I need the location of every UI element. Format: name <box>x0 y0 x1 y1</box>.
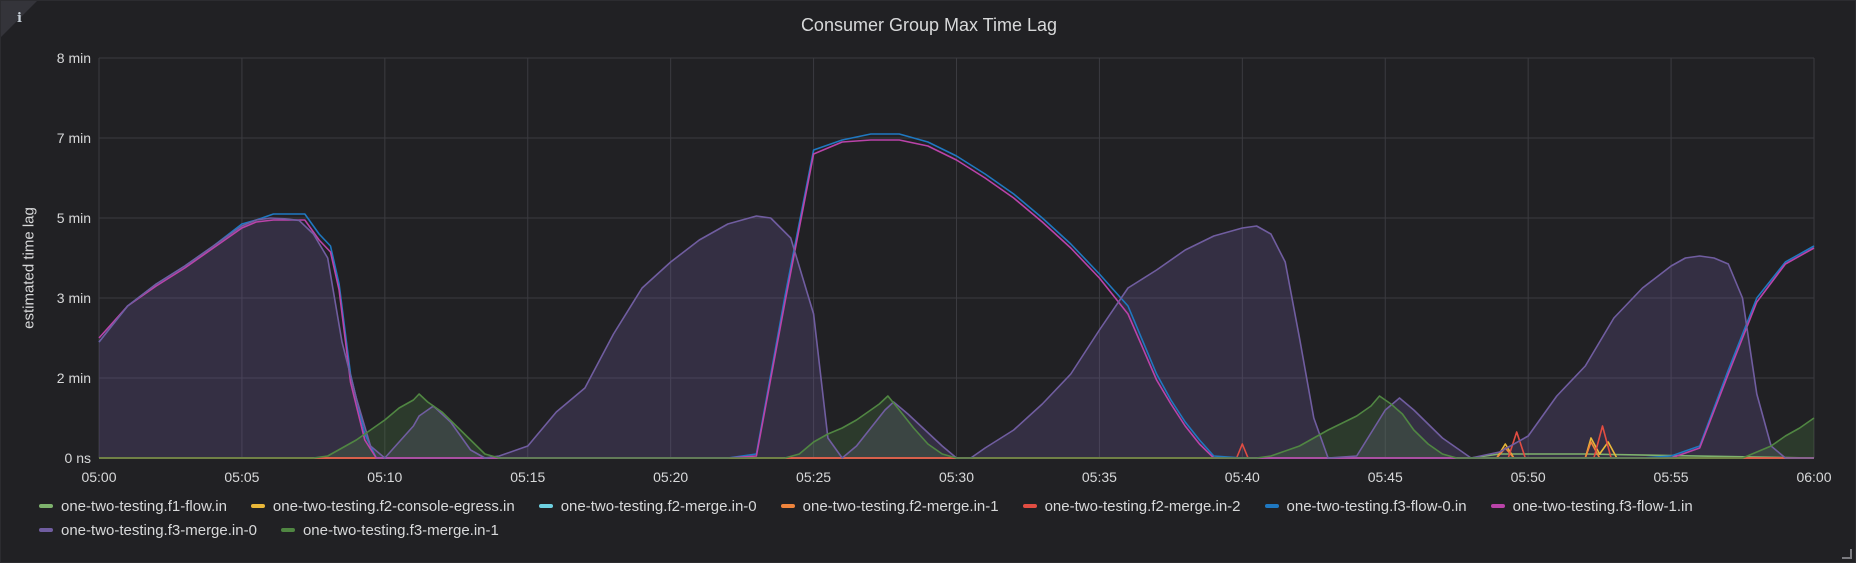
x-tick-label: 05:00 <box>81 469 116 485</box>
x-tick-label: 05:50 <box>1511 469 1546 485</box>
legend-label: one-two-testing.f3-merge.in-0 <box>61 521 257 539</box>
x-tick-label: 05:55 <box>1654 469 1689 485</box>
x-tick-label: 05:30 <box>939 469 974 485</box>
legend-item[interactable]: one-two-testing.f3-flow-0.in <box>1264 497 1467 515</box>
series-line-4[interactable] <box>99 425 1814 459</box>
legend-label: one-two-testing.f3-flow-1.in <box>1512 497 1693 515</box>
legend-swatch <box>538 504 553 508</box>
legend-swatch <box>780 504 795 508</box>
legend-label: one-two-testing.f2-merge.in-1 <box>802 497 999 515</box>
legend-label: one-two-testing.f2-console-egress.in <box>272 497 515 515</box>
panel-title[interactable]: Consumer Group Max Time Lag <box>800 15 1058 35</box>
y-axis-ticks: 0 ns 2 min 3 min 5 min 7 min 8 min <box>57 50 91 466</box>
y-tick-label: 2 min <box>57 370 91 386</box>
x-tick-label: 05:05 <box>224 469 259 485</box>
series-line-8[interactable] <box>99 393 1815 459</box>
x-axis-ticks: 05:00 05:05 05:10 05:15 05:20 05:25 05:30 05:35… <box>81 469 1831 485</box>
legend-item[interactable]: one-two-testing.f3-merge.in-1 <box>280 521 499 539</box>
legend-item[interactable]: one-two-testing.f2-merge.in-0 <box>538 497 757 515</box>
legend-swatch <box>39 528 53 532</box>
x-tick-label: 05:20 <box>653 469 688 485</box>
x-tick-label: 05:35 <box>1082 469 1117 485</box>
legend-swatch <box>39 504 53 508</box>
resize-handle[interactable] <box>1842 549 1852 559</box>
legend-item[interactable]: one-two-testing.f3-flow-1.in <box>1490 497 1693 515</box>
x-tick-label: 06:00 <box>1796 469 1831 485</box>
series-line-7[interactable] <box>98 215 1814 459</box>
series-area-7 <box>99 216 1814 458</box>
y-tick-label: 5 min <box>57 210 91 226</box>
legend-swatch <box>1264 504 1279 508</box>
panel-corner-badge[interactable] <box>1 1 37 37</box>
legend-item[interactable]: one-two-testing.f2-merge.in-1 <box>780 497 999 515</box>
y-tick-label: 7 min <box>57 130 91 146</box>
x-tick-label: 05:45 <box>1368 469 1403 485</box>
legend-swatch <box>250 504 265 508</box>
legend-label: one-two-testing.f1-flow.in <box>61 497 227 515</box>
x-tick-label: 05:40 <box>1225 469 1260 485</box>
y-tick-label: 3 min <box>57 290 91 306</box>
legend-item[interactable]: one-two-testing.f2-merge.in-2 <box>1022 497 1241 515</box>
legend-item[interactable]: one-two-testing.f3-merge.in-0 <box>39 521 257 539</box>
info-icon[interactable]: i <box>17 11 22 26</box>
legend-item[interactable]: one-two-testing.f2-console-egress.in <box>250 497 515 515</box>
legend-label: one-two-testing.f3-merge.in-1 <box>302 521 499 539</box>
y-tick-label: 8 min <box>57 50 91 66</box>
legend-label: one-two-testing.f2-merge.in-0 <box>560 497 757 515</box>
legend: one-two-testing.f1-flow.in one-two-testin… <box>39 497 1839 539</box>
legend-label: one-two-testing.f3-flow-0.in <box>1286 497 1467 515</box>
legend-label: one-two-testing.f2-merge.in-2 <box>1044 497 1241 515</box>
legend-swatch <box>1022 504 1037 508</box>
x-tick-label: 05:25 <box>796 469 831 485</box>
y-tick-label: 0 ns <box>65 450 91 466</box>
series-lines <box>98 133 1815 459</box>
legend-swatch <box>1490 504 1505 508</box>
x-tick-label: 05:10 <box>367 469 402 485</box>
chart-plot[interactable]: 0 ns 2 min 3 min 5 min 7 min 8 min 05:00 05:05… <box>1 1 1856 491</box>
legend-item[interactable]: one-two-testing.f1-flow.in <box>39 497 227 515</box>
x-tick-label: 05:15 <box>510 469 545 485</box>
legend-swatch <box>280 528 295 532</box>
